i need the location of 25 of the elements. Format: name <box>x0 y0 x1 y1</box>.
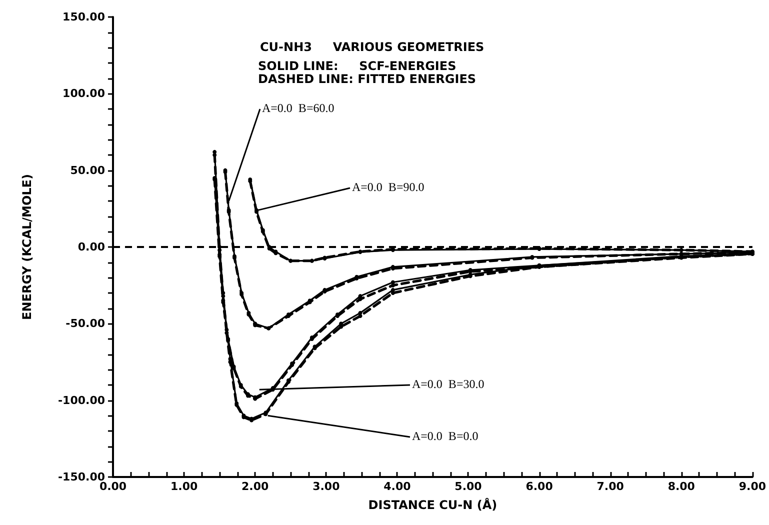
y-axis-title: ENERGY (KCAL/MOLE) <box>20 174 34 320</box>
annotation: SOLID LINE: SCF-ENERGIES <box>258 59 456 73</box>
annotation: A=0.0 B=0.0 <box>412 429 478 443</box>
y-tick-label: -50.00 <box>66 317 106 330</box>
x-tick-label: 9.00 <box>738 480 766 493</box>
y-tick-label: 150.00 <box>62 10 106 24</box>
y-tick-label: 100.00 <box>62 87 106 100</box>
x-tick-label: 6.00 <box>526 480 554 493</box>
text: CU-NH3 VARIOUS GEOMETRIES <box>260 40 484 54</box>
annotation: A=0.0 B=60.0 <box>262 101 334 115</box>
y-tick-label: 50.00 <box>70 164 106 177</box>
x-tick-label: 5.00 <box>454 480 482 493</box>
x-tick-label: 2.00 <box>242 480 270 493</box>
y-tick-label: 0.00 <box>78 240 106 254</box>
x-tick-label: 4.00 <box>384 480 412 493</box>
annotation: DASHED LINE: FITTED ENERGIES <box>258 72 476 86</box>
x-tick-label: 3.00 <box>312 480 340 493</box>
x-tick-label: 1.00 <box>170 480 198 493</box>
annotation: A=0.0 B=30.0 <box>412 377 484 391</box>
x-axis-title: DISTANCE CU-N (Å) <box>368 497 498 512</box>
y-tick-label: -100.00 <box>58 394 106 407</box>
x-tick-label: 8.00 <box>668 480 696 493</box>
x-tick-label: 0.00 <box>99 480 127 493</box>
annotation: A=0.0 B=90.0 <box>352 180 424 194</box>
x-tick-label: 7.00 <box>596 480 624 493</box>
